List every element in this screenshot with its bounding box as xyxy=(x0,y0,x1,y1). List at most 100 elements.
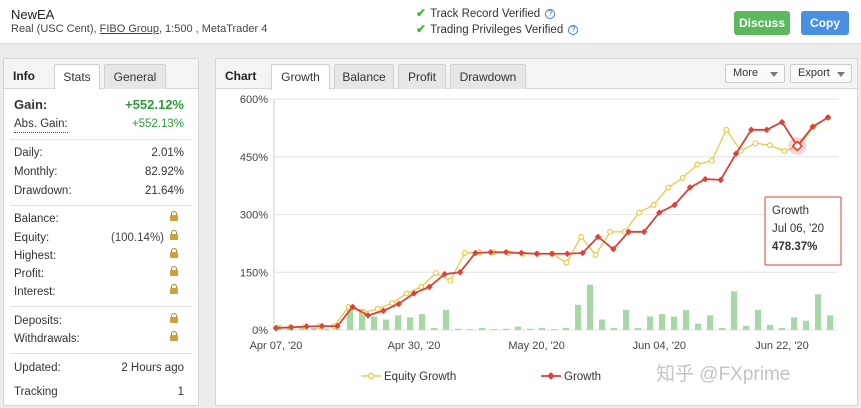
track-record-verified: ✔ Track Record Verified? xyxy=(416,6,556,20)
gain-value: +552.12% xyxy=(125,97,184,112)
drawdown-label: Drawdown: xyxy=(14,185,72,197)
growth-point xyxy=(487,248,494,256)
volume-bar xyxy=(299,326,306,330)
tooltip-box xyxy=(764,196,842,266)
growth-point xyxy=(640,228,648,236)
chart-lines xyxy=(272,114,832,332)
drawdown-value: 21.64% xyxy=(144,185,184,197)
growth-point xyxy=(594,233,602,241)
tracking-value: 1 xyxy=(177,386,184,398)
highest-label: Highest: xyxy=(14,250,57,262)
volume-bar xyxy=(443,309,450,330)
volume-bar xyxy=(527,328,534,330)
volume-bar xyxy=(323,328,330,330)
y-tick-label: 450% xyxy=(240,152,268,164)
tooltip-title: Growth xyxy=(772,205,809,217)
equity-growth-point xyxy=(781,148,788,154)
growth-point xyxy=(610,245,617,253)
tooltip-value: 478.37% xyxy=(772,241,817,253)
volume-bar xyxy=(659,314,666,330)
tab-balance[interactable]: Balance xyxy=(334,64,394,89)
volume-bar xyxy=(407,317,414,330)
volume-bar xyxy=(683,309,690,330)
x-axis-labels: Apr 07, '20 Apr 30, '20 May 20, '20 Jun 04,… xyxy=(250,340,809,352)
lock-icon xyxy=(170,248,178,258)
help-icon[interactable]: ? xyxy=(568,25,579,35)
equity-growth-point xyxy=(374,305,381,312)
volume-bar xyxy=(455,328,462,330)
volume-bar xyxy=(359,309,366,330)
volume-bar xyxy=(347,309,354,330)
growth-point xyxy=(732,150,740,157)
volume-bar xyxy=(395,315,402,330)
equity-growth-point xyxy=(650,201,657,208)
volume-bar xyxy=(635,327,642,330)
volume-bar xyxy=(767,324,774,330)
growth-point xyxy=(426,283,433,291)
profit-row: Profit: xyxy=(14,266,184,282)
legend-equity-label: Equity Growth xyxy=(384,371,456,383)
lock-icon xyxy=(170,266,178,276)
growth-point xyxy=(548,250,556,258)
tab-general[interactable]: General xyxy=(104,64,166,89)
abs-gain-row: Abs. Gain: +552.13% xyxy=(14,116,184,133)
lock-icon xyxy=(170,211,178,221)
y-tick-label: 0% xyxy=(252,325,268,337)
interest-label: Interest: xyxy=(14,286,56,298)
hover-point xyxy=(791,140,803,152)
tab-stats[interactable]: Stats xyxy=(54,64,100,90)
divider xyxy=(10,205,192,206)
growth-point xyxy=(564,250,571,258)
lock-icon xyxy=(170,331,178,341)
equity-growth-point xyxy=(679,174,686,181)
tab-drawdown[interactable]: Drawdown xyxy=(450,64,526,89)
x-tick-label: Apr 07, '20 xyxy=(250,340,303,352)
info-title: Info xyxy=(13,69,35,83)
abs-gain-value: +552.13% xyxy=(131,118,184,130)
growth-point xyxy=(395,300,402,308)
monthly-row: Monthly: 82.92% xyxy=(14,164,184,180)
legend-equity-marker xyxy=(367,372,375,380)
legend-growth-marker xyxy=(547,372,555,380)
deposits-label: Deposits: xyxy=(14,315,62,327)
lock-icon xyxy=(170,230,178,240)
volume-bar xyxy=(671,316,678,330)
equity-growth-point xyxy=(708,157,715,164)
growth-chart[interactable]: Apr 07, '20 Apr 30, '20 May 20, '20 Jun 04,… xyxy=(216,90,857,406)
check-icon: ✔ xyxy=(416,22,427,36)
growth-point xyxy=(502,248,510,256)
copy-button[interactable]: Copy xyxy=(801,11,849,35)
tab-profit[interactable]: Profit xyxy=(398,64,446,89)
more-dropdown[interactable]: More xyxy=(725,64,785,83)
equity-label: Equity: xyxy=(14,232,50,244)
help-icon[interactable]: ? xyxy=(545,9,556,19)
withdrawals-row: Withdrawals: xyxy=(14,331,184,347)
interest-row: Interest: xyxy=(14,284,184,300)
chart-tooltip: Growth Jul 06, '20 478.37% xyxy=(764,196,842,266)
gain-label: Gain: xyxy=(14,97,48,112)
account-header: NewEA Real (USC Cent), FIBO Group, 1:500… xyxy=(0,0,861,44)
volume-bar xyxy=(419,314,426,330)
volume-bar xyxy=(503,328,510,330)
broker-link[interactable]: FIBO Group xyxy=(99,23,159,35)
equity-growth-point xyxy=(752,140,759,147)
updated-value: 2 Hours ago xyxy=(121,362,184,374)
chart-bars xyxy=(275,284,834,330)
tab-growth[interactable]: Growth xyxy=(271,64,330,90)
highest-row: Highest: xyxy=(14,248,184,264)
balance-row: Balance: xyxy=(14,211,184,227)
equity-growth-point xyxy=(578,233,585,240)
abs-gain-label[interactable]: Abs. Gain: xyxy=(14,116,68,133)
chart-grid xyxy=(273,98,838,331)
volume-bar xyxy=(827,315,834,330)
watermark: 知乎 @FXprime xyxy=(656,363,790,385)
volume-bar xyxy=(335,329,342,330)
growth-point xyxy=(472,249,479,257)
volume-bar xyxy=(611,327,618,330)
profit-label: Profit: xyxy=(14,268,45,280)
more-label: More xyxy=(733,67,759,79)
equity-growth-point xyxy=(694,161,701,168)
equity-growth-point xyxy=(389,300,396,307)
export-dropdown[interactable]: Export xyxy=(790,64,852,83)
discuss-button[interactable]: Discuss xyxy=(734,11,790,35)
